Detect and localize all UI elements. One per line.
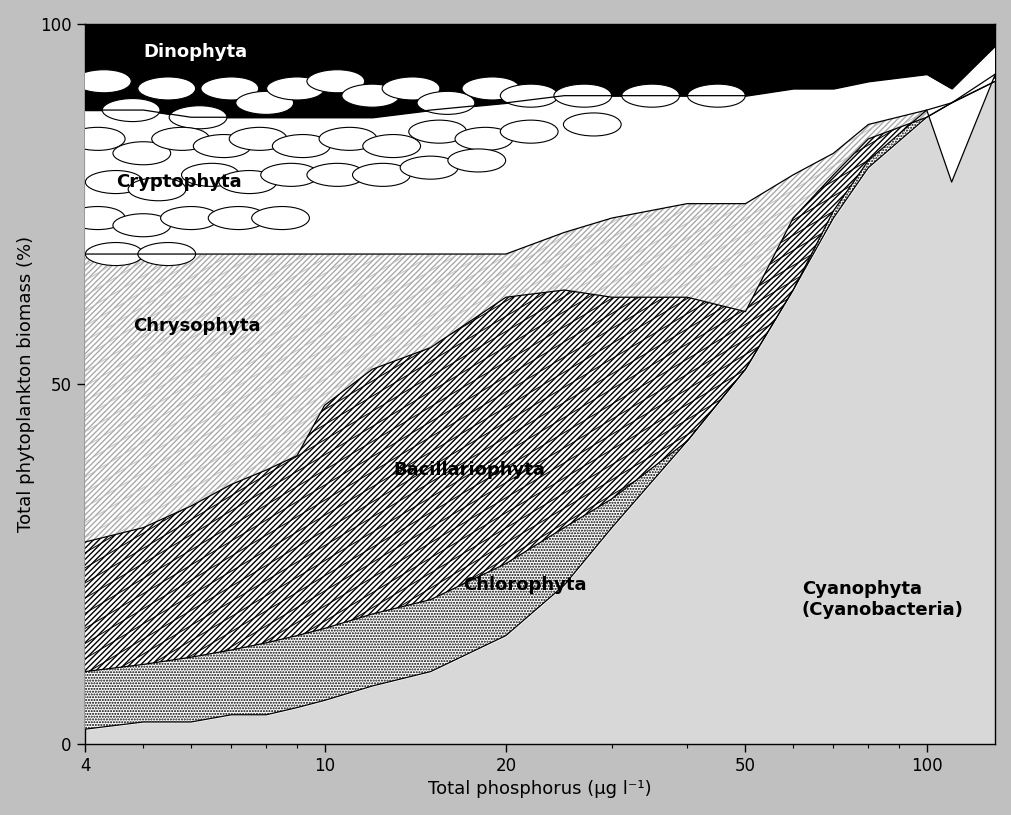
Ellipse shape: [201, 77, 259, 100]
Text: Dinophyta: Dinophyta: [144, 43, 248, 61]
Ellipse shape: [342, 84, 399, 108]
Ellipse shape: [85, 170, 143, 194]
Ellipse shape: [272, 134, 330, 157]
Ellipse shape: [252, 206, 309, 230]
Ellipse shape: [408, 120, 466, 143]
Ellipse shape: [499, 84, 557, 108]
Ellipse shape: [74, 70, 131, 93]
Ellipse shape: [318, 127, 376, 151]
Ellipse shape: [686, 84, 744, 108]
Ellipse shape: [228, 127, 287, 151]
Ellipse shape: [417, 91, 474, 114]
Text: Chlorophyta: Chlorophyta: [463, 576, 586, 594]
Ellipse shape: [306, 70, 364, 93]
Ellipse shape: [621, 84, 678, 108]
Ellipse shape: [161, 206, 218, 230]
Ellipse shape: [499, 120, 557, 143]
Ellipse shape: [553, 84, 611, 108]
Ellipse shape: [448, 149, 506, 172]
Ellipse shape: [137, 77, 195, 100]
Ellipse shape: [128, 178, 186, 200]
Ellipse shape: [218, 170, 276, 194]
Ellipse shape: [137, 243, 195, 266]
Ellipse shape: [455, 127, 513, 151]
Ellipse shape: [113, 214, 171, 237]
Ellipse shape: [102, 99, 160, 121]
Ellipse shape: [193, 134, 251, 157]
Ellipse shape: [352, 163, 409, 187]
Ellipse shape: [399, 156, 458, 179]
Ellipse shape: [236, 91, 293, 114]
Text: Cryptophyta: Cryptophyta: [115, 173, 242, 191]
Ellipse shape: [68, 206, 125, 230]
X-axis label: Total phosphorus (μg l⁻¹): Total phosphorus (μg l⁻¹): [428, 780, 651, 799]
Ellipse shape: [113, 142, 171, 165]
Ellipse shape: [563, 113, 621, 136]
Text: Bacillariophyta: Bacillariophyta: [393, 461, 545, 479]
Ellipse shape: [208, 206, 266, 230]
Text: Cyanophyta
(Cyanobacteria): Cyanophyta (Cyanobacteria): [801, 580, 962, 619]
Ellipse shape: [362, 134, 421, 157]
Ellipse shape: [181, 163, 239, 187]
Ellipse shape: [382, 77, 440, 100]
Ellipse shape: [266, 77, 325, 100]
Ellipse shape: [68, 127, 125, 151]
Ellipse shape: [261, 163, 318, 187]
Ellipse shape: [169, 106, 226, 129]
Ellipse shape: [85, 243, 143, 266]
Y-axis label: Total phytoplankton biomass (%): Total phytoplankton biomass (%): [16, 236, 34, 531]
Ellipse shape: [462, 77, 520, 100]
Text: Chrysophyta: Chrysophyta: [132, 317, 260, 335]
Ellipse shape: [152, 127, 209, 151]
Ellipse shape: [306, 163, 364, 187]
